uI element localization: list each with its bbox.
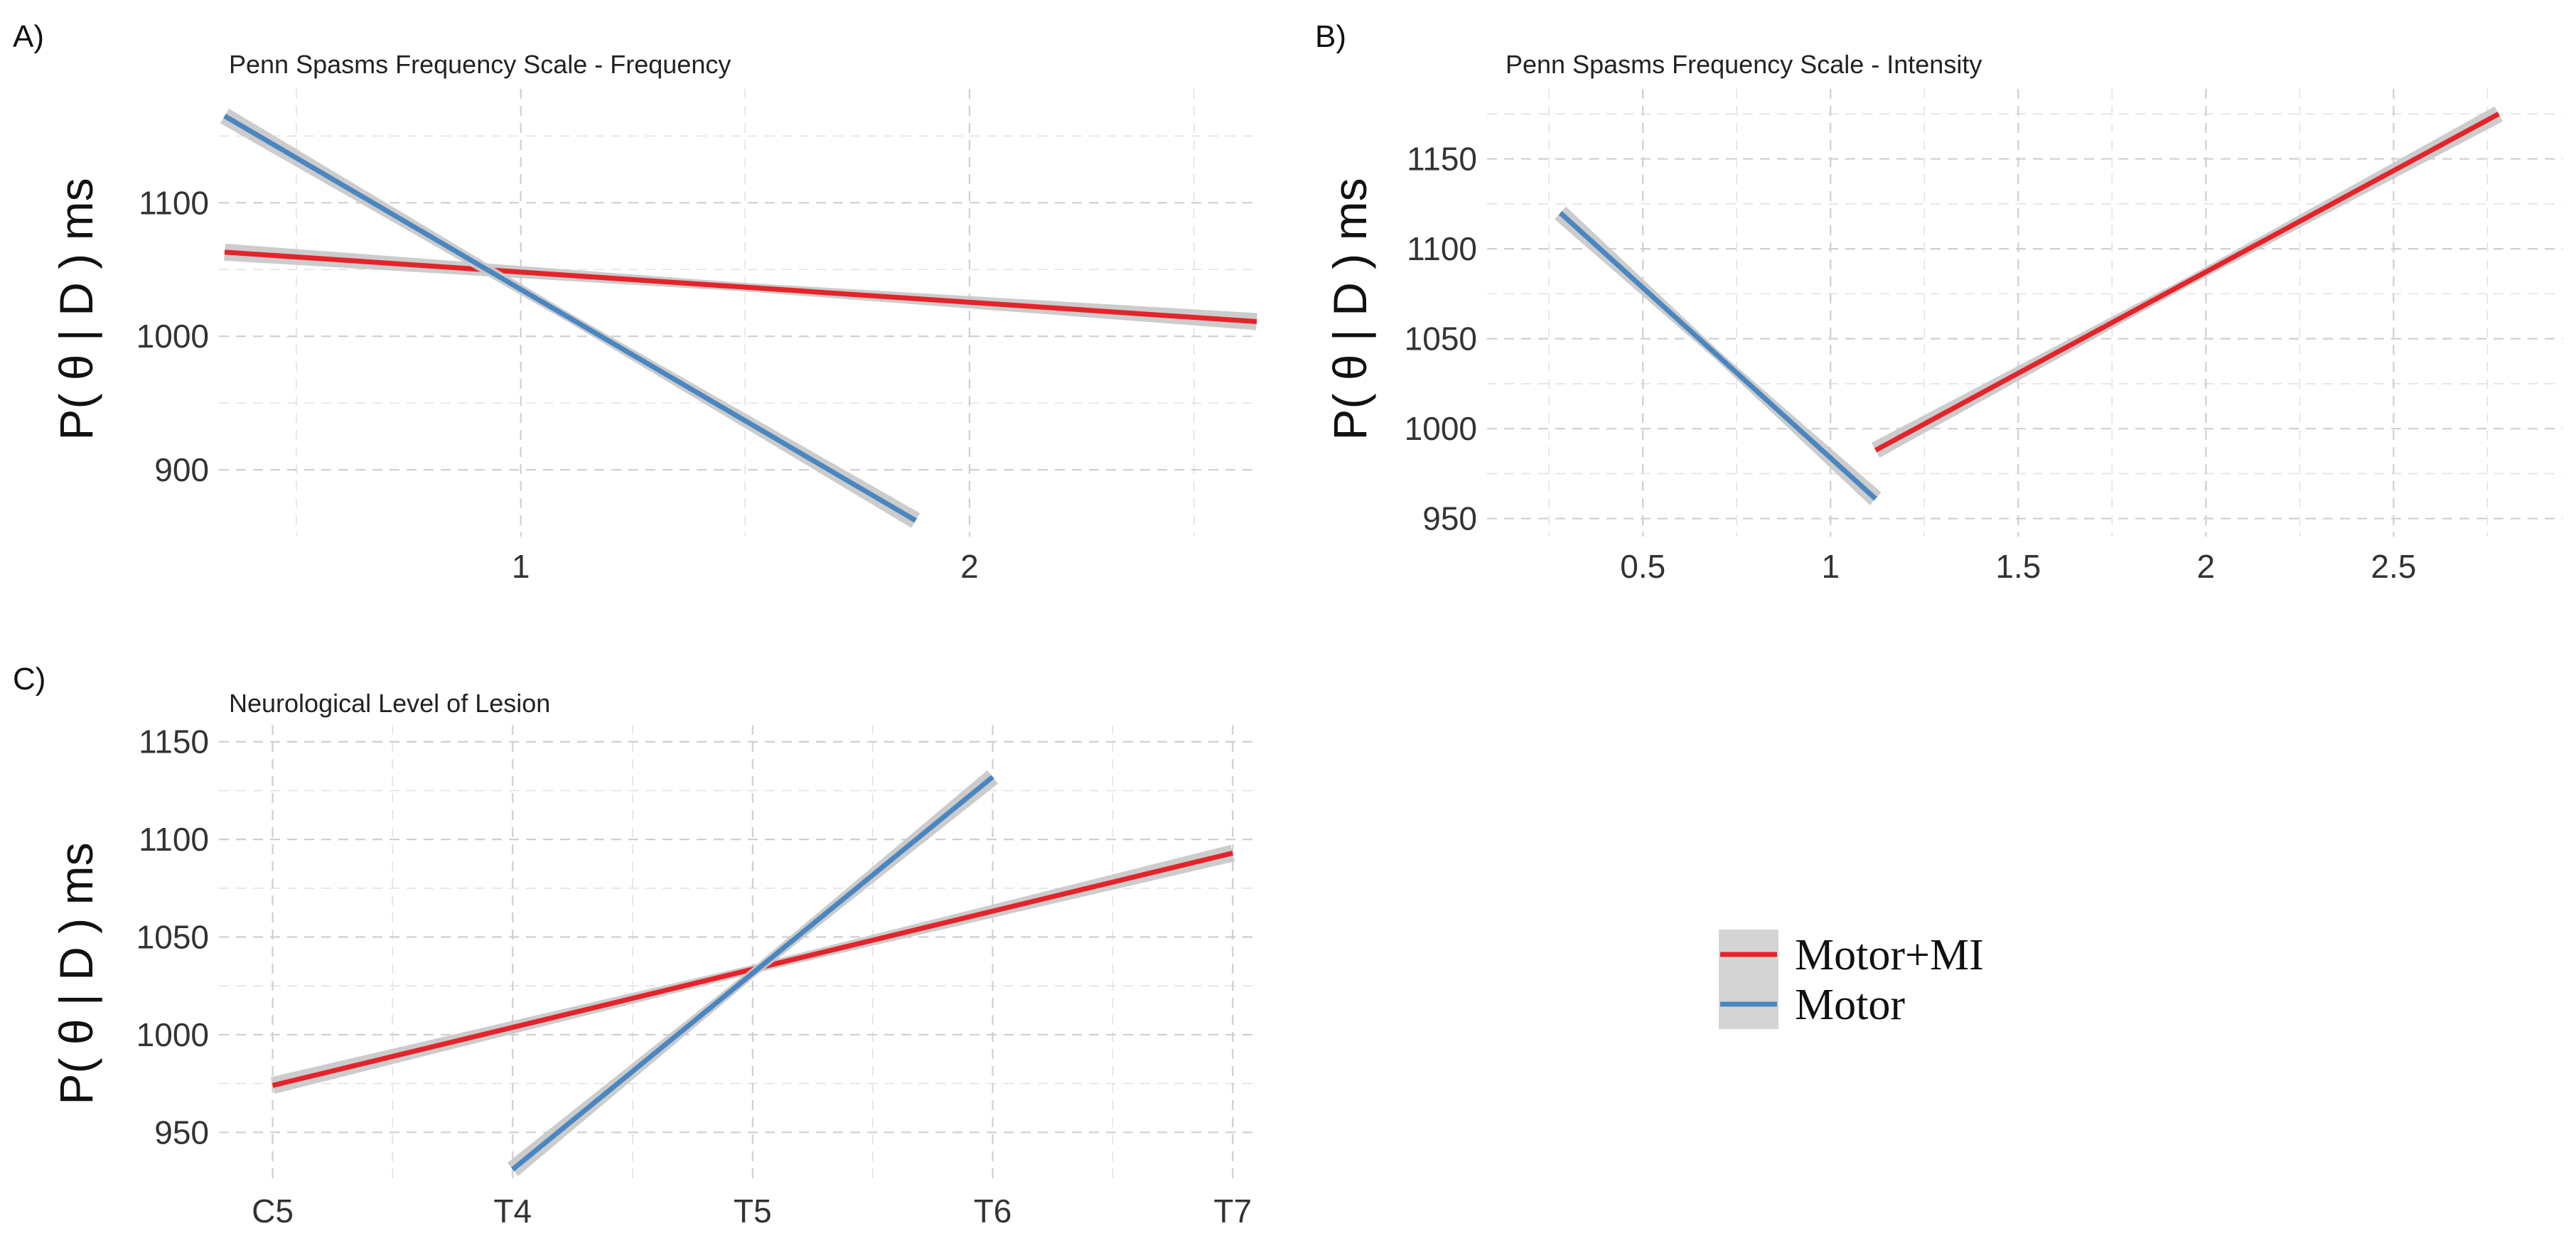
x-tick-label: 2 (2197, 548, 2216, 585)
panel-c-plot: C5 T4 T5 T6 T7 950 1000 1050 1100 1150 (136, 723, 1257, 1229)
x-tick-label: T7 (1213, 1193, 1252, 1229)
x-tick-label: 2 (960, 548, 979, 585)
y-tick-label: 1050 (136, 919, 209, 956)
series-line-motor (223, 114, 917, 523)
panel-c-y-axis-label: P( θ | D ) ms (50, 842, 102, 1104)
series-line-motor (510, 775, 994, 1172)
series-line-motor (1558, 210, 1877, 501)
legend: Motor+MI Motor (1719, 930, 1984, 1029)
legend-label-motor-mi: Motor+MI (1795, 931, 1984, 979)
x-tick-label: T6 (974, 1193, 1012, 1229)
y-tick-label: 1150 (139, 723, 209, 760)
y-tick-label: 1100 (139, 821, 209, 858)
panel-b-plot: 0.5 1 1.5 2 2.5 950 1000 1050 1100 1150 (1405, 89, 2562, 585)
panel-a-title: Penn Spasms Frequency Scale - Frequency (229, 50, 731, 79)
panel-b-title: Penn Spasms Frequency Scale - Intensity (1506, 50, 1982, 79)
x-tick-label: 0.5 (1620, 548, 1665, 585)
y-tick-label: 1100 (139, 184, 209, 221)
x-tick-label: 1 (512, 548, 530, 585)
x-tick-label: T4 (493, 1193, 532, 1229)
y-tick-label: 950 (154, 1114, 209, 1151)
x-tick-label: 1 (1821, 548, 1840, 585)
x-tick-label: T5 (734, 1193, 772, 1229)
series-line-motor-mi (1874, 112, 2500, 453)
panel-b-letter: B) (1315, 19, 1346, 54)
panel-c-title: Neurological Level of Lesion (229, 689, 550, 718)
series-line-motor-mi (224, 249, 1257, 325)
y-tick-label: 1100 (1407, 230, 1477, 267)
y-tick-label: 1000 (136, 318, 209, 355)
y-tick-label: 1150 (1407, 141, 1477, 178)
panel-a-plot: 1 2 900 1000 1100 (136, 89, 1257, 585)
y-tick-label: 1000 (1405, 410, 1477, 447)
panel-a-y-axis-label: P( θ | D ) ms (50, 178, 102, 440)
y-tick-label: 1050 (1405, 321, 1477, 357)
panel-b-y-axis-label: P( θ | D ) ms (1324, 178, 1376, 440)
y-tick-label: 1000 (136, 1016, 209, 1053)
panel-a: A) Penn Spasms Frequency Scale - Frequen… (13, 19, 1257, 585)
panel-c: C) Neurological Level of Lesion P( θ | D… (13, 662, 1257, 1229)
panel-b: B) Penn Spasms Frequency Scale - Intensi… (1315, 19, 2562, 585)
legend-label-motor: Motor (1795, 981, 1905, 1029)
y-tick-label: 900 (154, 451, 209, 488)
x-tick-label: 1.5 (1995, 548, 2041, 585)
x-tick-label: 2.5 (2371, 548, 2416, 585)
panel-a-letter: A) (13, 19, 44, 54)
y-tick-label: 950 (1422, 500, 1477, 537)
x-tick-label: C5 (252, 1193, 294, 1229)
panel-c-letter: C) (13, 662, 45, 696)
